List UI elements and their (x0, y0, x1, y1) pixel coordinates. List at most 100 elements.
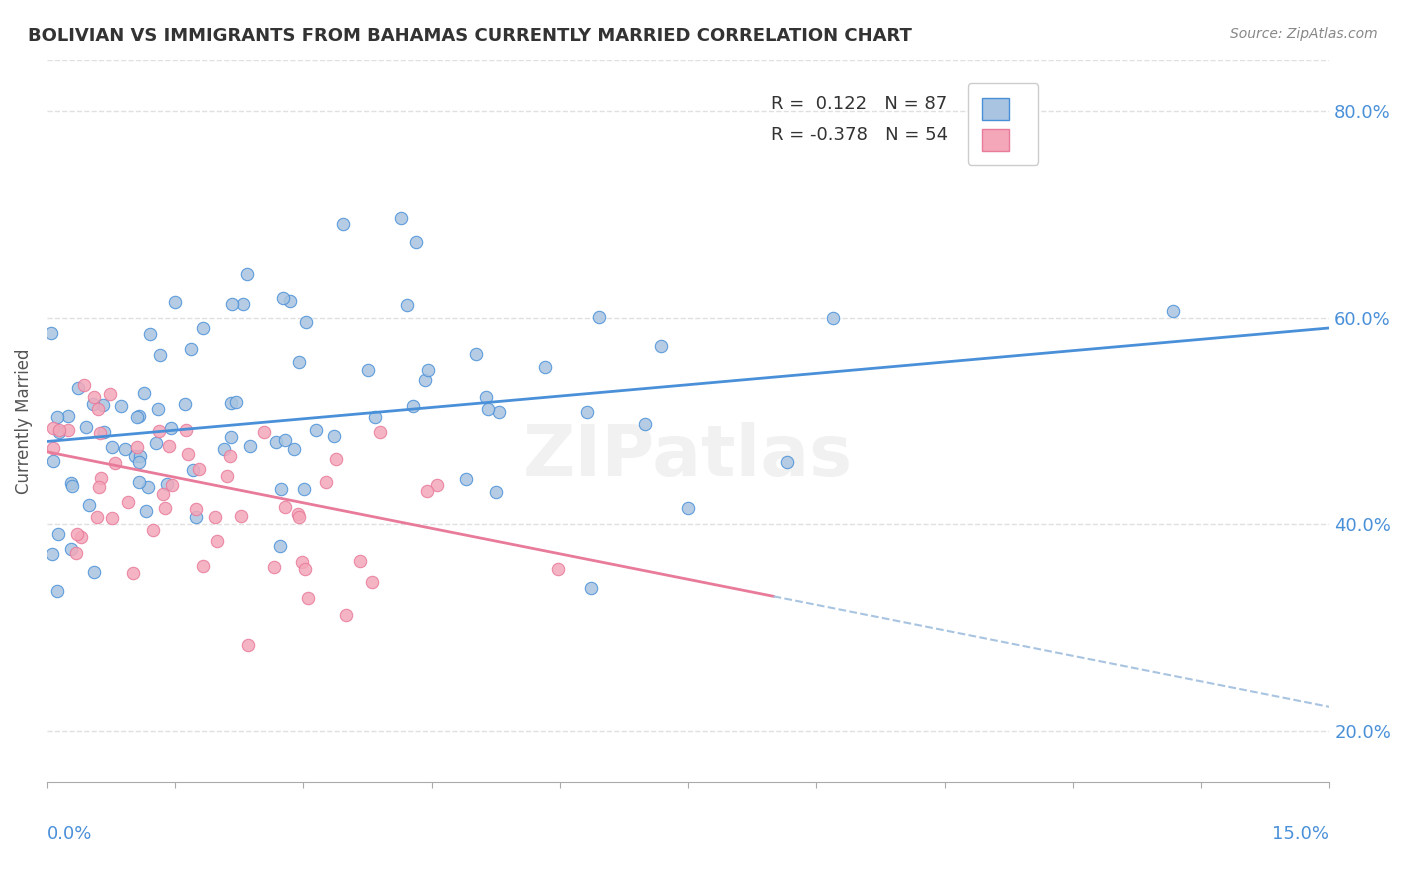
Point (405, 235, 427, 249)
Point (588, 310, 610, 324)
Point (221, 297, 243, 311)
Point (41, 547, 63, 561)
Point (204, 510, 226, 524)
Point (294, 482, 316, 496)
Point (181, 463, 204, 477)
Y-axis label: Currently Married: Currently Married (15, 348, 32, 493)
Point (477, 402, 499, 417)
Point (288, 509, 311, 524)
Point (69, 531, 91, 545)
Text: 15.0%: 15.0% (1272, 825, 1329, 844)
Point (575, 405, 598, 419)
Text: R = -0.378   N = 54: R = -0.378 N = 54 (772, 127, 949, 145)
Point (484, 485, 506, 500)
Point (124, 449, 146, 463)
Point (650, 339, 672, 353)
Point (368, 425, 391, 440)
Point (160, 478, 183, 492)
Text: 0.0%: 0.0% (46, 825, 93, 844)
Point (402, 400, 425, 414)
Point (48, 425, 70, 439)
Point (56, 423, 79, 437)
Point (474, 391, 496, 405)
Point (83, 390, 105, 404)
Point (676, 500, 699, 515)
Point (579, 582, 602, 596)
Point (426, 478, 449, 492)
Point (364, 410, 387, 425)
Point (295, 315, 318, 329)
Point (77, 498, 100, 512)
Point (73, 378, 96, 392)
Point (193, 320, 215, 334)
Point (93, 425, 115, 439)
Point (139, 326, 162, 341)
Point (349, 554, 371, 568)
Point (121, 566, 143, 580)
Point (297, 591, 319, 605)
Point (325, 451, 347, 466)
Point (239, 439, 262, 453)
Point (145, 436, 167, 450)
Point (42, 421, 65, 435)
Point (547, 562, 569, 576)
Point (219, 430, 242, 444)
Point (148, 424, 170, 438)
Point (294, 562, 316, 576)
Point (180, 343, 202, 357)
Point (271, 291, 294, 305)
Point (236, 267, 259, 281)
Point (288, 355, 311, 369)
Point (413, 373, 436, 387)
Point (283, 442, 305, 457)
Point (157, 439, 180, 453)
Point (46, 584, 69, 599)
Point (418, 363, 440, 377)
Point (360, 575, 382, 590)
Point (219, 450, 242, 464)
Text: R =  0.122   N = 87: R = 0.122 N = 87 (772, 95, 948, 113)
Point (87, 401, 110, 416)
Point (146, 402, 169, 417)
Point (129, 449, 152, 463)
Point (56, 409, 79, 423)
Point (65, 546, 87, 560)
Point (465, 347, 488, 361)
Point (86, 509, 108, 524)
Point (184, 501, 207, 516)
Point (104, 456, 127, 470)
Point (274, 500, 297, 514)
Point (93, 398, 115, 412)
Point (263, 559, 285, 574)
Point (149, 348, 172, 362)
Point (357, 363, 380, 377)
Point (83, 565, 105, 579)
Point (128, 409, 150, 423)
Point (156, 477, 179, 491)
Point (236, 638, 259, 652)
Point (396, 298, 419, 312)
Point (232, 297, 254, 311)
Point (634, 417, 657, 431)
Point (152, 487, 174, 501)
Point (89, 480, 111, 494)
Point (66, 527, 89, 541)
Point (46, 410, 69, 425)
Point (100, 387, 122, 401)
Legend: , : , (967, 83, 1038, 165)
Point (82, 397, 104, 411)
Point (270, 482, 292, 496)
Point (42, 441, 65, 455)
Point (225, 394, 247, 409)
Point (46, 527, 69, 541)
Point (332, 217, 354, 231)
Text: Source: ZipAtlas.com: Source: ZipAtlas.com (1230, 27, 1378, 41)
Point (132, 386, 155, 401)
Point (534, 360, 557, 375)
Point (174, 397, 197, 411)
Point (75, 420, 97, 434)
Text: ZIPatlas: ZIPatlas (523, 423, 853, 491)
Point (110, 400, 132, 414)
Point (278, 294, 301, 309)
Point (488, 405, 510, 419)
